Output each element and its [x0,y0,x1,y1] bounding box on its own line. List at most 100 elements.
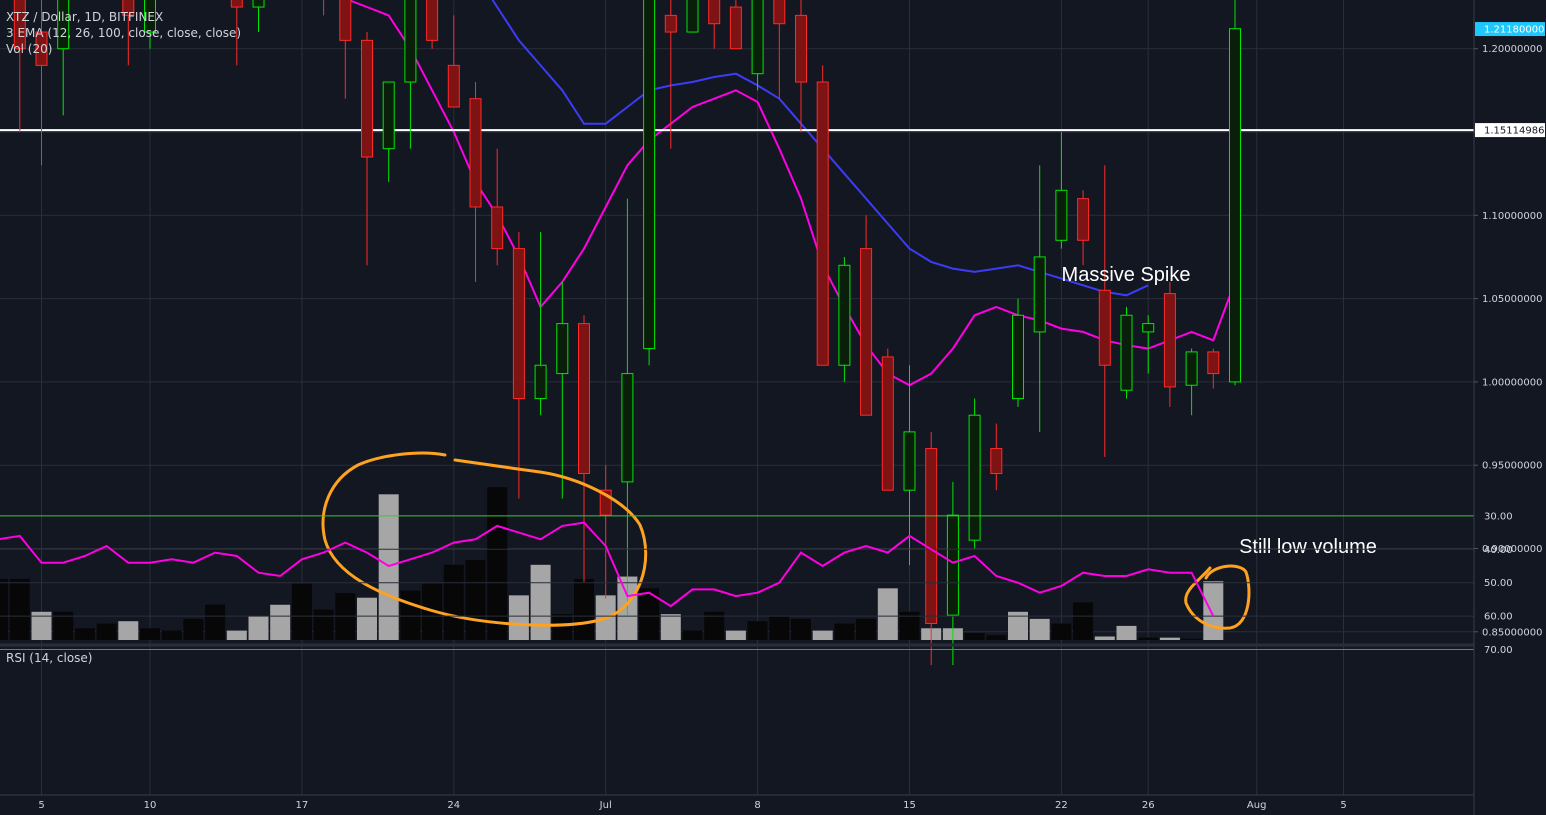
volume-bar [1051,623,1072,640]
candle-body [252,0,265,8]
price-tick-label: 0.85000000 [1482,627,1542,638]
bearish-candle [426,0,439,49]
candle-body [816,81,829,366]
ema-indicator-label[interactable]: 3 EMA (12, 26, 100, close, close, close) [6,26,242,40]
bullish-candle [621,198,634,616]
candle-body [990,448,1003,475]
candle-body [1229,28,1241,383]
candle-body [57,0,70,50]
volume-bar [747,621,768,640]
rsi-tick-label: 60.00 [1484,612,1513,623]
candle-body [599,489,612,516]
volume-bar [248,616,269,640]
volume-bar [1116,625,1137,640]
bearish-candle [447,15,460,108]
bearish-candle [1098,165,1111,457]
bullish-candle [968,398,981,549]
rsi-tick-label: 40.00 [1484,545,1513,556]
volume-bar [118,621,139,640]
volume-bar [682,630,703,640]
candle-body [751,0,764,75]
volume-bar [74,628,95,640]
candle-body [708,0,721,25]
volume-bar [1138,637,1159,640]
volume-bar [96,623,117,640]
volume-bar [769,616,790,640]
candle-body [925,448,938,624]
volume-bar [357,597,377,640]
symbol-title[interactable]: XTZ / Dollar, 1D, BITFINEX [6,10,164,24]
volume-bar [964,632,985,640]
time-tick-label: 10 [144,800,157,811]
bullish-candle [903,365,916,566]
price-axis-background [1474,0,1546,815]
bearish-candle [230,0,243,66]
candle-body [534,364,547,400]
candle-body [382,81,395,150]
bullish-candle [57,0,70,116]
bullish-candle [252,0,265,33]
annotation-label: Still low volume [1239,536,1377,558]
candle-body [643,0,656,350]
rsi-indicator-label[interactable]: RSI (14, close) [6,651,93,665]
candle-body [1098,289,1111,366]
price-tag [1475,123,1545,138]
volume-bar [1181,638,1202,640]
bullish-candle [751,0,764,91]
bearish-candle [491,148,504,266]
volume-bar [161,630,182,640]
price-tick-label: 1.20000000 [1482,44,1542,55]
bullish-candle [1012,298,1024,407]
annotation-volume-circle-right [1184,564,1251,630]
bullish-candle [556,281,569,499]
price-tick-label: 0.90000000 [1482,544,1542,555]
candle-body [1120,314,1133,391]
volume-bar [443,564,464,640]
candle-body [903,431,916,491]
bearish-candle [664,0,677,149]
bearish-candle [1163,281,1176,407]
bearish-candle [122,0,135,66]
time-tick-label: 8 [754,800,760,811]
bearish-candle [795,0,807,132]
bearish-candle [990,423,1003,491]
time-tick-label: 17 [296,800,309,811]
bullish-candle [404,0,417,149]
volume-bar [1159,637,1180,640]
volume-bar [1073,602,1094,640]
bearish-candle [860,215,873,416]
candle-body [35,31,48,66]
bullish-candle [382,81,395,182]
annotation-label: Massive Spike [1062,264,1191,286]
bearish-candle [881,348,894,491]
volume-bar [704,611,725,640]
time-tick-label: 15 [903,800,916,811]
volume-bar [1203,581,1224,640]
bearish-candle [816,65,829,366]
volume-bar [140,628,160,640]
time-tick-label: 5 [1340,800,1346,811]
last-price-label: 1.21180000 [1484,25,1544,36]
bullish-candle [838,256,851,382]
volume-bar [791,618,811,640]
candle-body [968,414,981,541]
volume-indicator-label[interactable]: Vol (20) [6,42,53,56]
bullish-candle [686,0,699,33]
bullish-candle [1055,132,1068,249]
chart-legend: XTZ / Dollar, 1D, BITFINEX 3 EMA (12, 26… [6,9,241,57]
bullish-candle [1120,306,1133,399]
time-tick-label: 5 [38,800,44,811]
time-tick-label: Jul [599,800,612,811]
volume-bar [856,618,877,640]
time-tick-label: 26 [1142,800,1155,811]
candle-body [1142,323,1155,333]
volume-bar [877,588,898,640]
candle-body [1163,293,1176,388]
bearish-candle [512,231,525,499]
volume-bar [530,564,551,640]
rsi-tick-label: 70.00 [1484,645,1513,656]
volume-bar [53,611,74,640]
volume-bar [226,630,247,640]
